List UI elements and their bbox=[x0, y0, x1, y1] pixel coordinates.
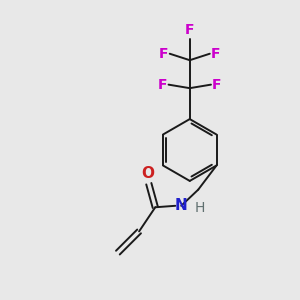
Text: N: N bbox=[175, 198, 188, 213]
Text: F: F bbox=[159, 47, 169, 61]
Text: F: F bbox=[158, 78, 167, 92]
Text: F: F bbox=[185, 23, 194, 37]
Text: F: F bbox=[212, 78, 222, 92]
Text: H: H bbox=[194, 201, 205, 215]
Text: O: O bbox=[142, 166, 155, 181]
Text: F: F bbox=[211, 47, 220, 61]
